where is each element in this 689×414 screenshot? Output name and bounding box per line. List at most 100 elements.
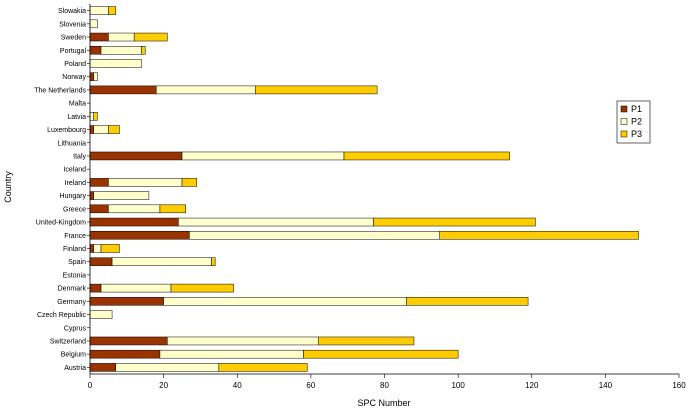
y-tick-label-malta: Malta (69, 101, 86, 108)
x-tick-label-120: 120 (525, 381, 539, 390)
x-tick-label-60: 60 (306, 381, 315, 390)
bar-the-netherlands-p2 (156, 85, 256, 95)
bar-latvia-p2 (89, 112, 94, 121)
legend-label-p3: P3 (631, 129, 642, 139)
bar-austria-p1 (89, 363, 117, 372)
bar-switzerland-p1 (89, 336, 168, 346)
bar-belgium-p3 (303, 349, 459, 359)
x-axis-title: SPC Number (357, 398, 410, 408)
x-tick-label-80: 80 (380, 381, 389, 390)
bar-finland-p2 (93, 244, 102, 253)
bar-sweden-p3 (133, 32, 168, 42)
bar-spain-p3 (211, 257, 216, 266)
y-tick-label-slovenia: Slovenia (59, 21, 86, 28)
x-tick-label-40: 40 (233, 381, 242, 390)
y-axis-title: Country (3, 171, 13, 203)
bar-spain-p2 (111, 257, 212, 266)
bar-luxembourg-p2 (93, 125, 109, 134)
bars-layer (89, 6, 639, 372)
bar-france-p1 (89, 231, 190, 240)
y-tick-label-greece: Greece (63, 206, 86, 213)
bar-norway-p1 (89, 72, 94, 81)
legend-swatch-p1 (620, 105, 628, 113)
bar-portugal-p3 (141, 46, 146, 55)
y-tick-label-hungary: Hungary (60, 193, 87, 200)
bar-finland-p3 (100, 244, 120, 253)
bar-united-kingdom-p2 (178, 217, 374, 227)
bar-italy-p2 (181, 151, 345, 161)
y-tick-label-luxembourg: Luxembourg (47, 127, 86, 134)
y-tick-label-finland: Finland (63, 246, 86, 253)
y-tick-label-spain: Spain (68, 259, 86, 266)
y-tick-label-lithuania: Lithuania (58, 140, 87, 147)
bar-sweden-p2 (108, 32, 135, 42)
y-tick-label-the-netherlands: The Netherlands (34, 87, 86, 94)
bar-greece-p1 (89, 204, 109, 214)
bar-hungary-p2 (93, 191, 150, 200)
bar-spain-p1 (89, 257, 113, 266)
bar-belgium-p1 (89, 349, 161, 359)
y-tick-label-latvia: Latvia (67, 114, 86, 121)
bar-portugal-p1 (89, 46, 102, 55)
bar-the-netherlands-p3 (255, 85, 378, 95)
y-tick-label-france: France (64, 233, 86, 240)
y-tick-label-italy: Italy (73, 153, 86, 160)
legend-swatch-p3 (620, 130, 628, 138)
y-tick-label-iceland: Iceland (63, 167, 86, 174)
bar-finland-p1 (89, 244, 94, 253)
bar-portugal-p2 (100, 46, 142, 55)
bar-norway-p2 (93, 72, 98, 81)
bar-greece-p3 (159, 204, 186, 214)
y-tick-label-norway: Norway (62, 74, 86, 81)
bar-denmark-p3 (170, 283, 234, 293)
bar-ireland-p1 (89, 178, 109, 187)
bar-greece-p2 (108, 204, 161, 214)
legend-label-p1: P1 (631, 104, 642, 114)
bar-ireland-p3 (181, 178, 198, 187)
x-tick-label-20: 20 (159, 381, 168, 390)
bar-hungary-p1 (89, 191, 94, 200)
bar-italy-p3 (343, 151, 510, 161)
legend-swatch-p2 (620, 118, 628, 125)
legend: P1 P2 P3 (616, 100, 651, 144)
bar-luxembourg-p1 (89, 125, 94, 134)
x-tick-label-100: 100 (451, 381, 465, 390)
bar-poland-p2 (89, 59, 142, 68)
y-tick-label-cyprus: Cyprus (64, 325, 87, 332)
x-tick-label-160: 160 (672, 381, 686, 390)
y-tick-label-ireland: Ireland (65, 180, 87, 187)
bar-switzerland-p3 (317, 336, 415, 346)
bar-united-kingdom-p3 (373, 217, 536, 227)
bar-denmark-p1 (89, 283, 102, 293)
bar-switzerland-p2 (167, 336, 319, 346)
bar-latvia-p3 (93, 112, 98, 121)
bar-france-p2 (189, 231, 440, 240)
y-tick-label-poland: Poland (64, 61, 86, 68)
bar-ireland-p2 (108, 178, 183, 187)
bar-austria-p3 (218, 363, 308, 372)
x-tick-label-0: 0 (88, 381, 93, 390)
y-tick-label-austria: Austria (64, 365, 86, 372)
bar-germany-p3 (406, 297, 529, 306)
bar-belgium-p2 (159, 349, 304, 359)
y-tick-label-germany: Germany (57, 299, 86, 306)
bar-slowakia-p3 (108, 6, 117, 15)
y-tick-label-switzerland: Switzerland (50, 338, 86, 345)
bar-germany-p2 (163, 297, 407, 306)
y-tick-label-sweden: Sweden (61, 35, 86, 42)
bar-slovenia-p2 (89, 19, 98, 29)
bar-united-kingdom-p1 (89, 217, 179, 227)
bar-austria-p2 (115, 363, 220, 372)
y-tick-label-denmark: Denmark (58, 286, 87, 293)
y-tick-label-portugal: Portugal (60, 48, 87, 55)
y-tick-label-estonia: Estonia (63, 272, 86, 279)
y-tick-label-slowakia: Slowakia (58, 8, 86, 15)
bar-sweden-p1 (89, 32, 109, 42)
bar-the-netherlands-p1 (89, 85, 157, 95)
legend-label-p2: P2 (631, 117, 642, 127)
y-tick-label-czech-republic: Czech Republic (37, 312, 87, 319)
y-tick-label-united-kingdom: United-Kingdom (36, 220, 86, 227)
bar-czech-republic-p2 (89, 310, 113, 319)
bar-italy-p1 (89, 151, 183, 161)
